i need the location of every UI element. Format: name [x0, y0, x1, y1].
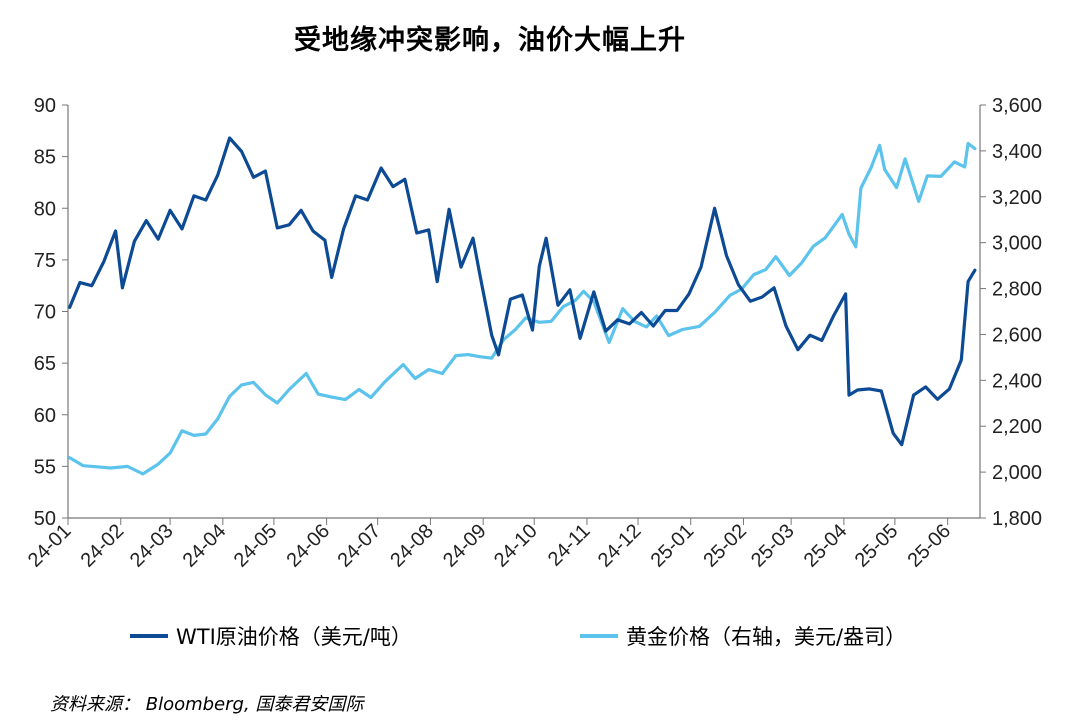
x-axis-tick-label: 24-02	[77, 520, 129, 572]
source-note: 资料来源： Bloomberg, 国泰君安国际	[50, 694, 364, 715]
x-axis-tick-label: 24-11	[544, 520, 595, 571]
x-axis-tick-label: 25-05	[851, 520, 903, 572]
x-axis-tick-label: 25-01	[647, 520, 699, 572]
right-axis-tick-label: 3,000	[992, 233, 1042, 255]
chart-title: 受地缘冲突影响，油价大幅上升	[294, 25, 686, 56]
right-axis-tick-label: 3,200	[992, 187, 1042, 209]
right-axis-tick-label: 2,800	[992, 279, 1042, 301]
right-axis-tick-label: 2,600	[992, 324, 1042, 346]
x-axis-tick-label: 24-12	[594, 520, 646, 572]
left-axis-tick-label: 70	[34, 302, 56, 324]
left-axis-tick-label: 90	[34, 95, 56, 117]
x-axis-tick-label: 24-03	[126, 520, 178, 572]
left-axis-tick-label: 75	[34, 250, 56, 272]
x-axis-tick-label: 24-04	[179, 520, 231, 572]
left-axis-tick-label: 65	[34, 353, 56, 375]
x-axis-tick-label: 24-10	[490, 520, 542, 572]
series-line-gold	[68, 141, 977, 476]
x-axis-tick-label: 24-06	[282, 520, 334, 572]
x-axis-tick-label: 24-09	[439, 520, 491, 572]
x-axis-tick-label: 24-05	[230, 520, 282, 572]
axes	[62, 104, 986, 525]
legend-label-wti: WTI原油价格（美元/吨）	[176, 625, 412, 649]
right-axis-tick-label: 1,800	[992, 508, 1042, 530]
x-axis-tick-label: 24-07	[333, 520, 385, 572]
left-axis-tick-label: 85	[34, 147, 56, 169]
legend: WTI原油价格（美元/吨） 黄金价格（右轴，美元/盎司）	[130, 625, 906, 649]
right-axis-tick-label: 2,000	[992, 462, 1042, 484]
series-line-wti	[68, 136, 977, 447]
x-axis-tick-label: 25-04	[800, 520, 852, 572]
left-axis-tick-label: 80	[34, 198, 56, 220]
x-axis-tick-label: 25-03	[747, 520, 799, 572]
legend-label-gold: 黄金价格（右轴，美元/盎司）	[626, 625, 906, 649]
left-axis-tick-label: 60	[34, 405, 56, 427]
x-axis-tick-label: 25-02	[699, 520, 751, 572]
left-axis-tick-label: 50	[34, 508, 56, 530]
x-axis-tick-label: 25-06	[903, 520, 955, 572]
right-axis-tick-label: 3,400	[992, 141, 1042, 163]
series-lines	[68, 136, 977, 476]
left-axis-tick-label: 55	[34, 456, 56, 478]
right-axis-tick-label: 2,200	[992, 416, 1042, 438]
right-axis-tick-label: 3,600	[992, 95, 1042, 117]
tick-labels: 50 55 60 65 70 75 80 85 90 1,800 2,000 2,200 2,400 2,…	[24, 95, 1042, 572]
x-axis-tick-label: 24-08	[386, 520, 438, 572]
right-axis-tick-label: 2,400	[992, 370, 1042, 392]
